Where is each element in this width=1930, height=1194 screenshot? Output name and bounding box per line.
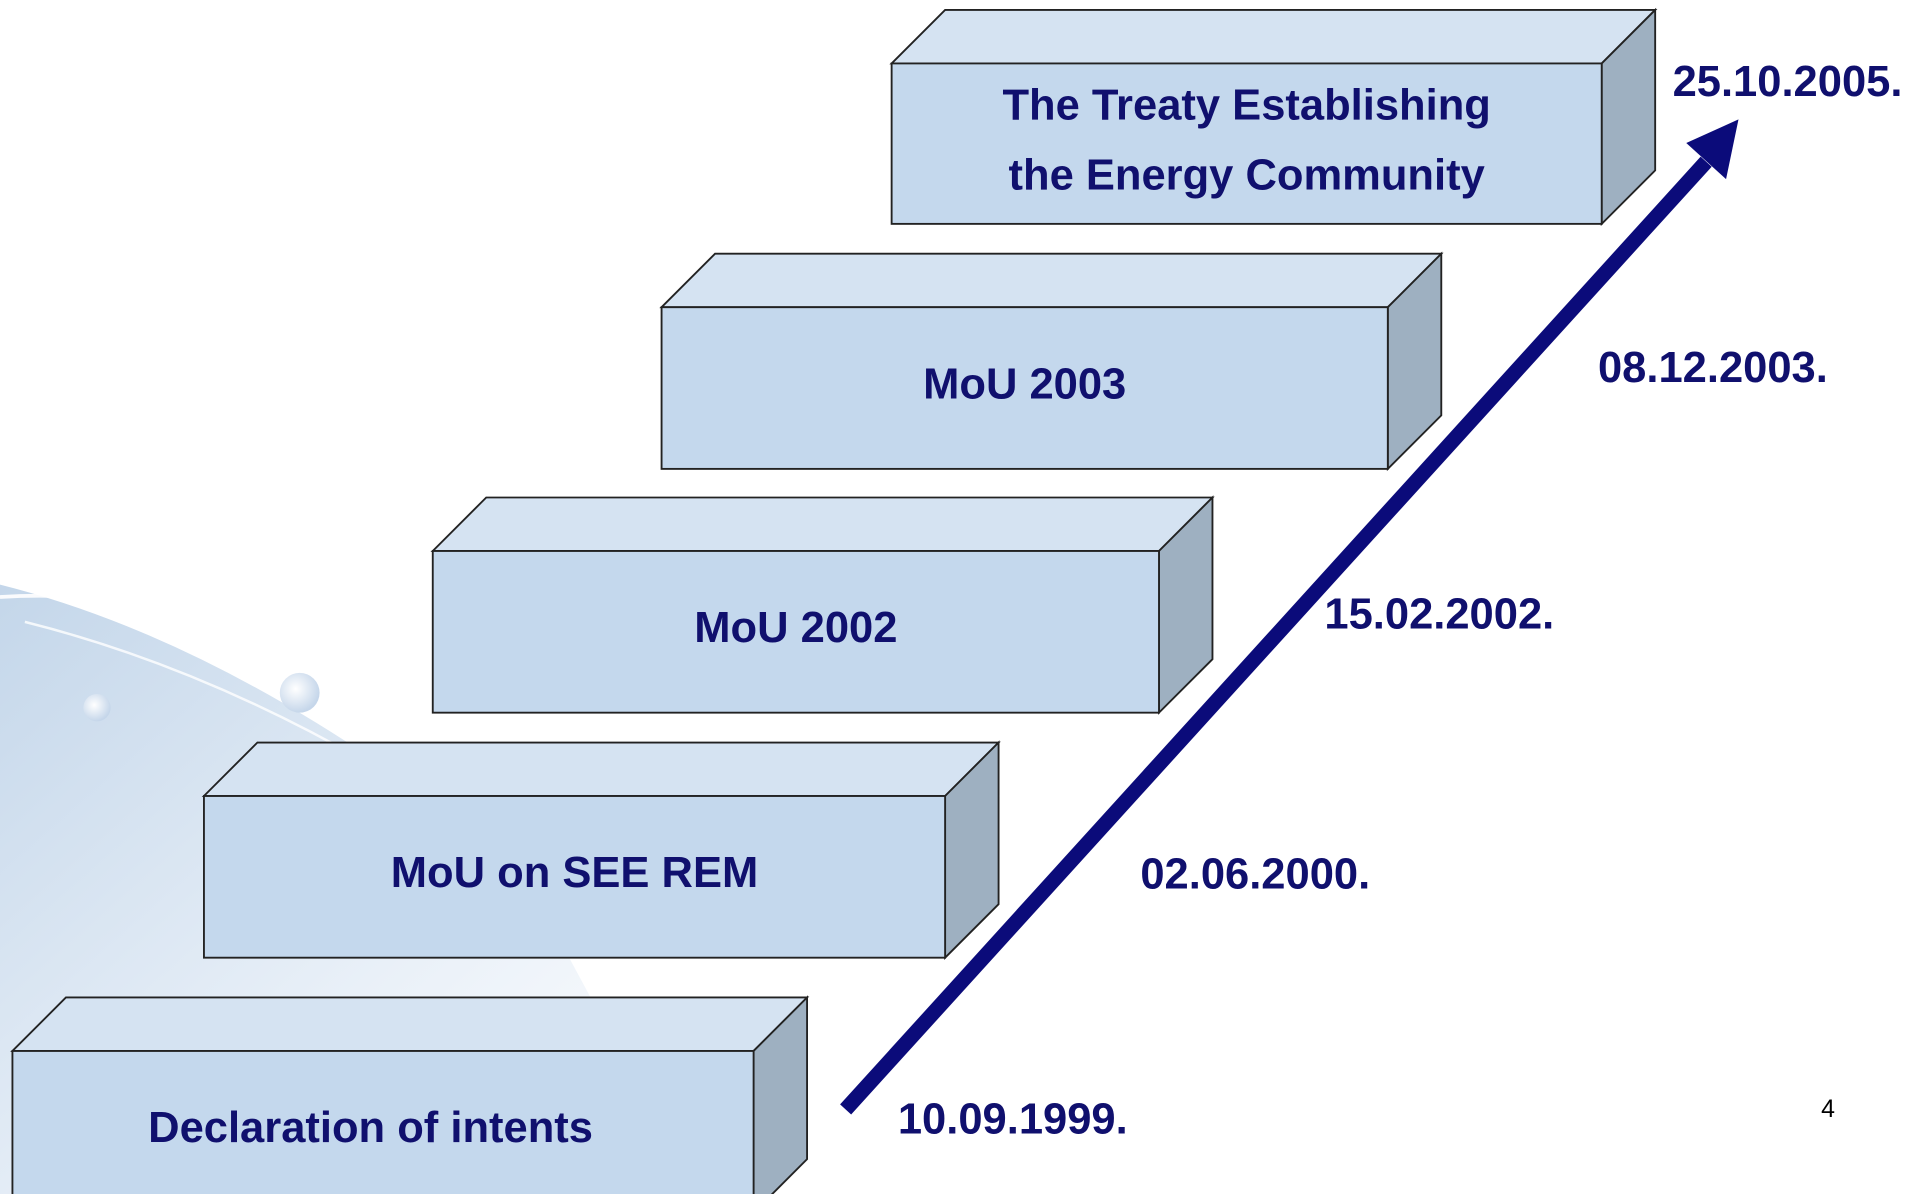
step-date: 08.12.2003. — [1598, 344, 1828, 392]
slide: Declaration of intents MoU on SEE REM MoU … — [0, 0, 1930, 1194]
step-block: Declaration of intents — [12, 997, 807, 1194]
page-number: 4 — [1821, 1095, 1835, 1123]
step-label: MoU 2002 — [694, 604, 897, 652]
step-block: MoU on SEE REM — [204, 743, 999, 958]
step-date: 25.10.2005. — [1673, 58, 1903, 106]
step-label: Declaration of intents — [148, 1104, 593, 1152]
step-label: the Energy Community — [1009, 151, 1485, 199]
block-top — [662, 254, 1442, 307]
step-block: MoU 2003 — [662, 254, 1442, 469]
step-block: The Treaty Establishing the Energy Commun… — [892, 10, 1656, 224]
block-top — [433, 498, 1213, 551]
step-label: MoU 2003 — [923, 360, 1126, 408]
step-date: 10.09.1999. — [898, 1095, 1128, 1143]
step-date: 02.06.2000. — [1140, 850, 1370, 898]
step-date: 15.02.2002. — [1324, 590, 1554, 638]
step-block: MoU 2002 — [433, 498, 1213, 713]
block-top — [892, 10, 1656, 63]
page: Declaration of intents MoU on SEE REM MoU … — [0, 0, 1930, 1194]
block-top — [12, 997, 807, 1050]
step-label: The Treaty Establishing — [1002, 82, 1490, 130]
step-label: MoU on SEE REM — [391, 849, 758, 897]
block-top — [204, 743, 999, 796]
